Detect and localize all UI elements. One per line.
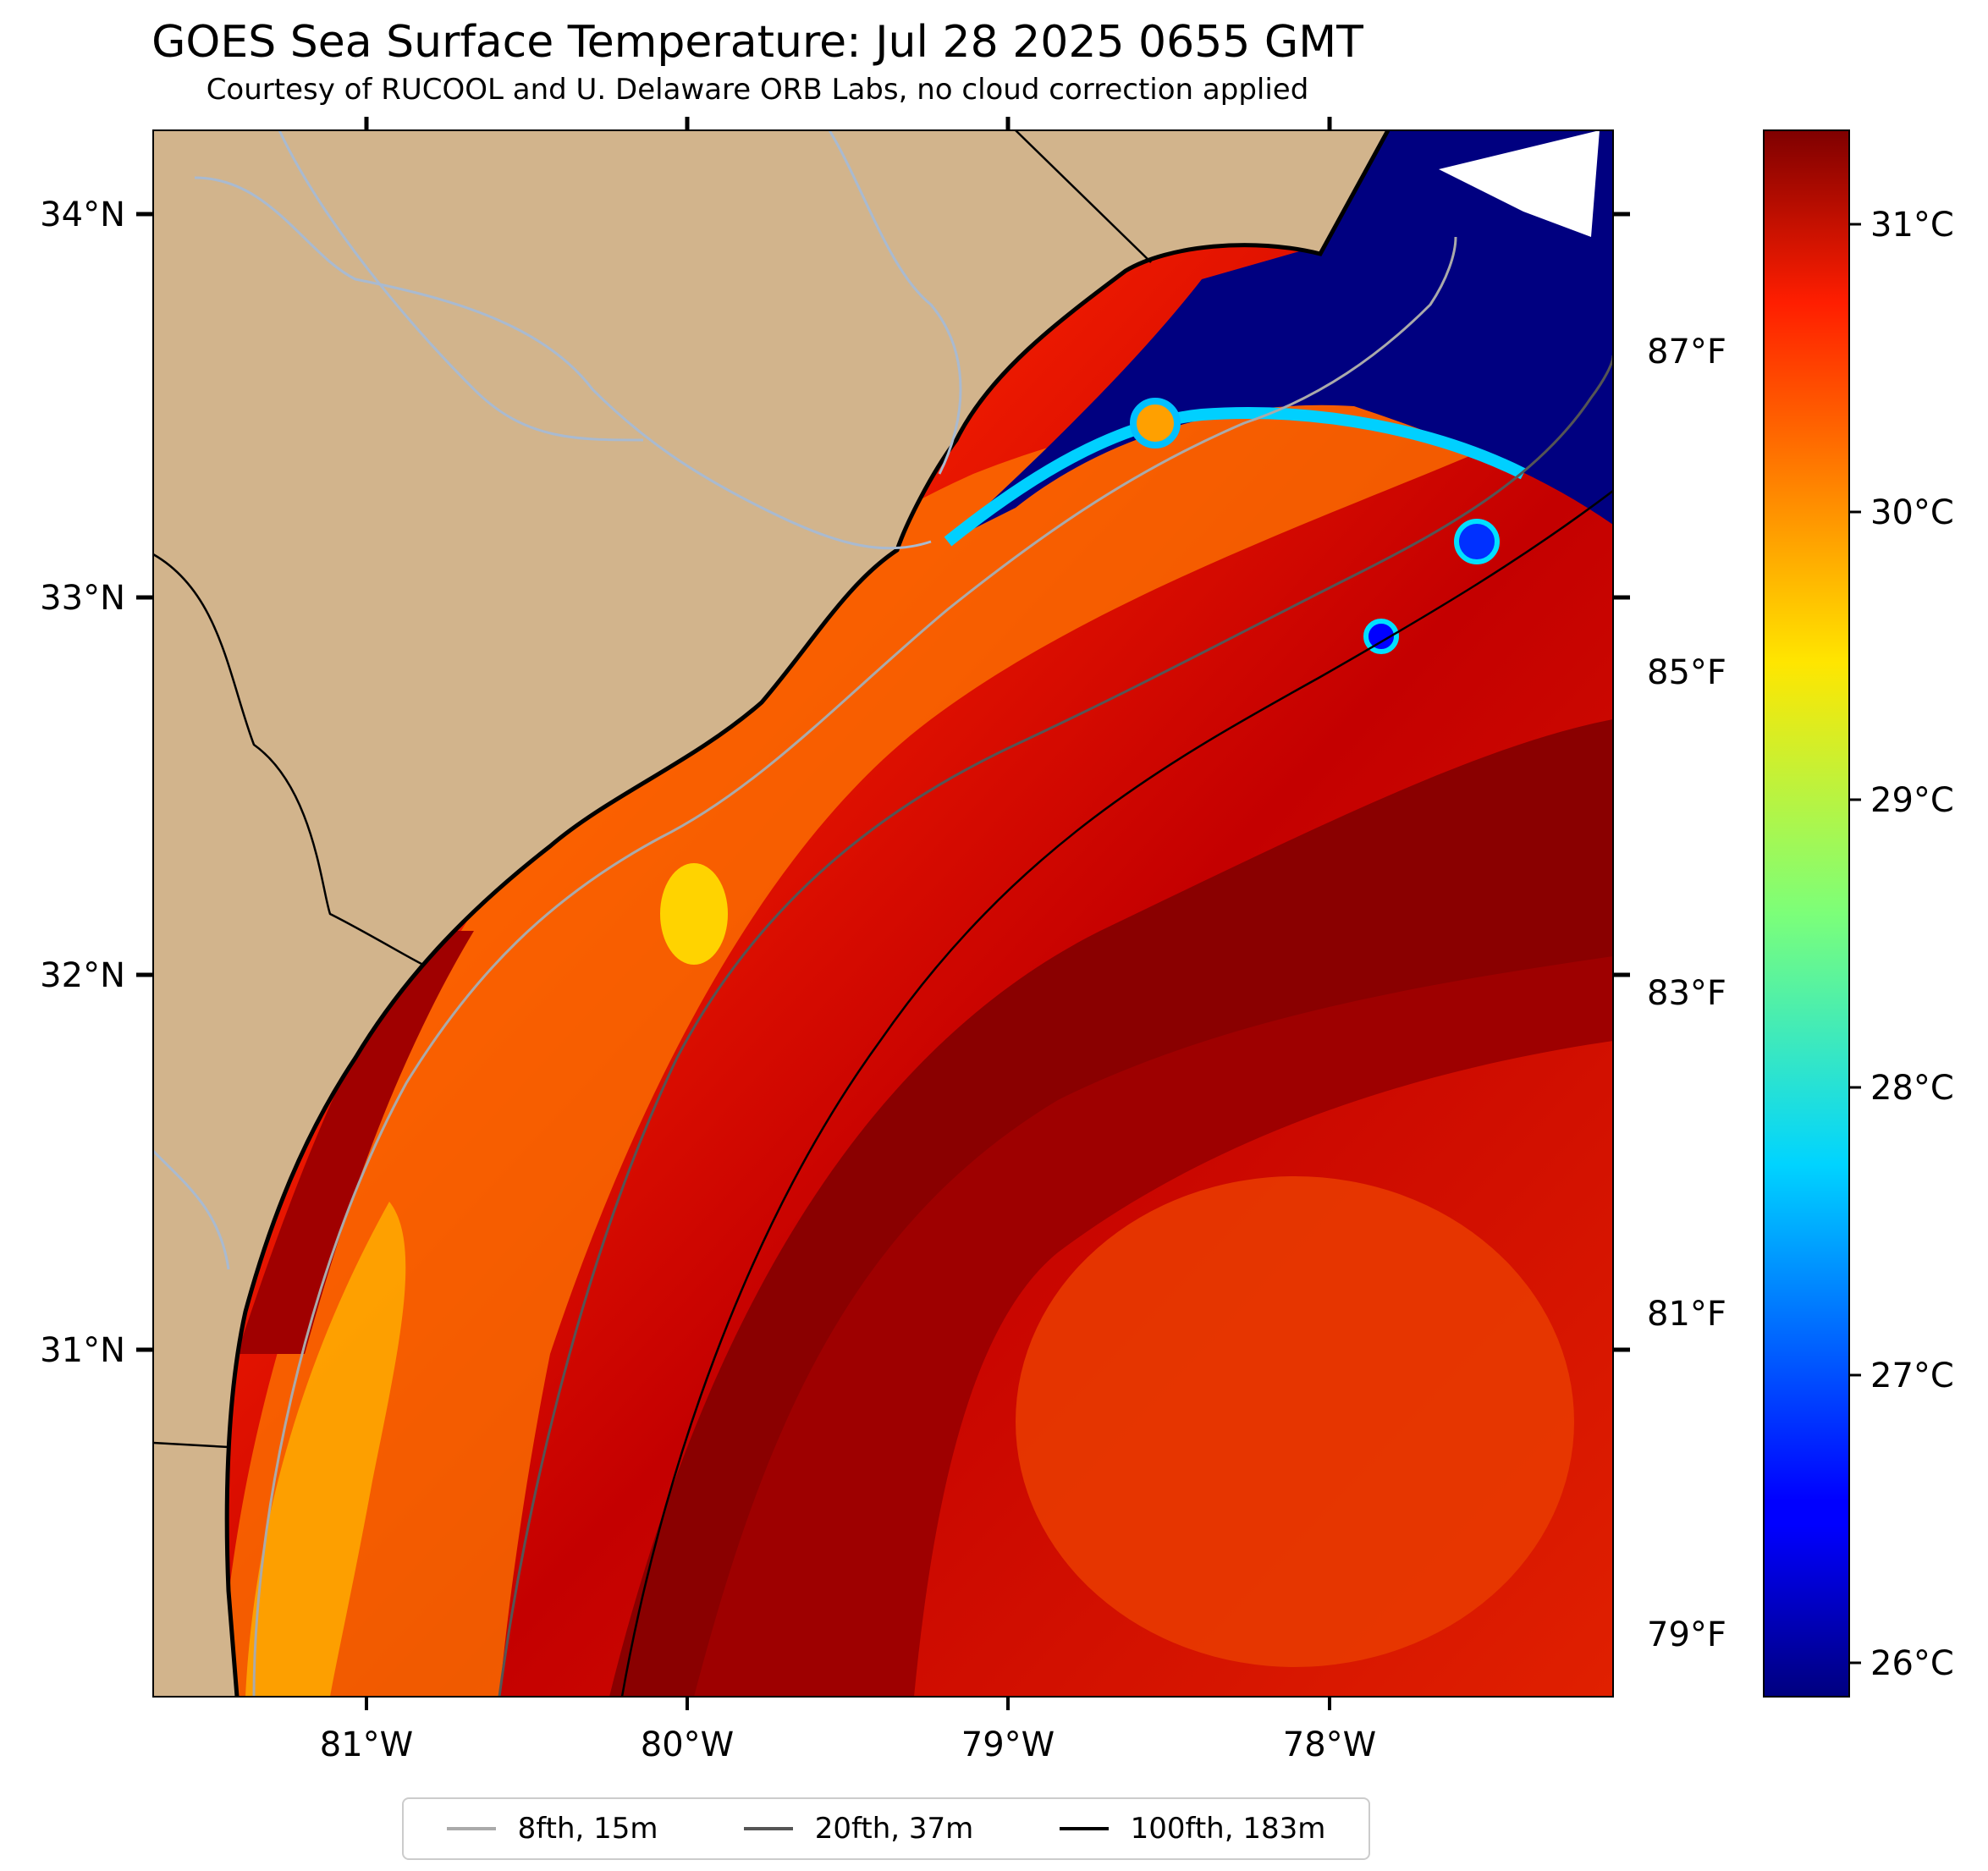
isobath-legend: 8fth, 15m 20fth, 37m 100fth, 183m <box>402 1797 1370 1860</box>
river-2 <box>278 130 644 442</box>
fahrenheit-label: 83°F <box>1647 974 1726 1013</box>
cold-eddy-1 <box>1130 398 1181 448</box>
lat-label: 34°N <box>40 195 125 234</box>
legend-item-20fth: 20fth, 37m <box>743 1812 974 1846</box>
coastline <box>224 130 1390 1697</box>
fahrenheit-label: 81°F <box>1647 1295 1726 1334</box>
map-frame <box>152 129 1614 1698</box>
colorbar <box>1763 129 1850 1698</box>
isobath-20fth <box>498 355 1613 1697</box>
legend-item-100fth: 100fth, 183m <box>1059 1812 1326 1846</box>
gulf-stream-inner <box>694 956 1613 1697</box>
shelf-yellow-spot <box>660 863 728 965</box>
legend-item-8fth: 8fth, 15m <box>446 1812 658 1846</box>
colorbar-label: 27°C <box>1870 1356 1954 1395</box>
colorbar-label: 29°C <box>1870 781 1954 820</box>
colorbar-label: 28°C <box>1870 1069 1954 1108</box>
river-3 <box>828 130 962 475</box>
state-border-sc-ga <box>153 553 424 966</box>
legend-swatch <box>446 1827 496 1830</box>
legend-swatch <box>743 1827 793 1830</box>
map-title: GOES Sea Surface Temperature: Jul 28 202… <box>151 17 1363 68</box>
map-panel <box>153 130 1613 1697</box>
map-subtitle: Courtesy of RUCOOL and U. Delaware ORB L… <box>206 73 1309 107</box>
colorbar-label: 31°C <box>1870 206 1954 245</box>
state-border-nc-sc <box>1015 130 1152 263</box>
lon-label: 81°W <box>320 1725 413 1764</box>
legend-swatch <box>1059 1827 1109 1830</box>
cold-eddy-2 <box>1363 619 1399 654</box>
state-border-ga-fl <box>153 1441 229 1449</box>
fahrenheit-label: 85°F <box>1647 653 1726 692</box>
lon-label: 79°W <box>961 1725 1055 1764</box>
land-area <box>153 130 1388 1697</box>
shelf-yellow-patch <box>245 1202 406 1697</box>
lon-label: 78°W <box>1283 1725 1376 1764</box>
warm-eddy <box>1016 1176 1574 1667</box>
fahrenheit-label: 79°F <box>1647 1615 1726 1654</box>
river-1 <box>194 176 932 550</box>
colorbar-ticks <box>1849 223 1861 1665</box>
lat-label: 33°N <box>40 579 125 618</box>
colorbar-label: 30°C <box>1870 493 1954 532</box>
legend-label: 100fth, 183m <box>1130 1812 1326 1846</box>
legend-label: 8fth, 15m <box>517 1812 658 1846</box>
no-data-patch <box>1439 130 1600 237</box>
fahrenheit-label: 87°F <box>1647 333 1726 371</box>
colorbar-label: 26°C <box>1870 1644 1954 1683</box>
map-ticks <box>136 117 1630 1710</box>
lon-label: 80°W <box>641 1725 734 1764</box>
cold-eddy-3 <box>1454 519 1500 564</box>
isobath-100fth <box>620 490 1613 1697</box>
isobath-8fth <box>252 236 1457 1697</box>
lat-label: 32°N <box>40 956 125 995</box>
nearshore-warm-strip <box>237 931 474 1354</box>
cold-front-edge <box>944 407 1527 547</box>
lat-label: 31°N <box>40 1331 125 1370</box>
legend-label: 20fth, 37m <box>814 1812 974 1846</box>
shelf-waters <box>220 396 1506 1697</box>
river-4 <box>153 1149 230 1270</box>
